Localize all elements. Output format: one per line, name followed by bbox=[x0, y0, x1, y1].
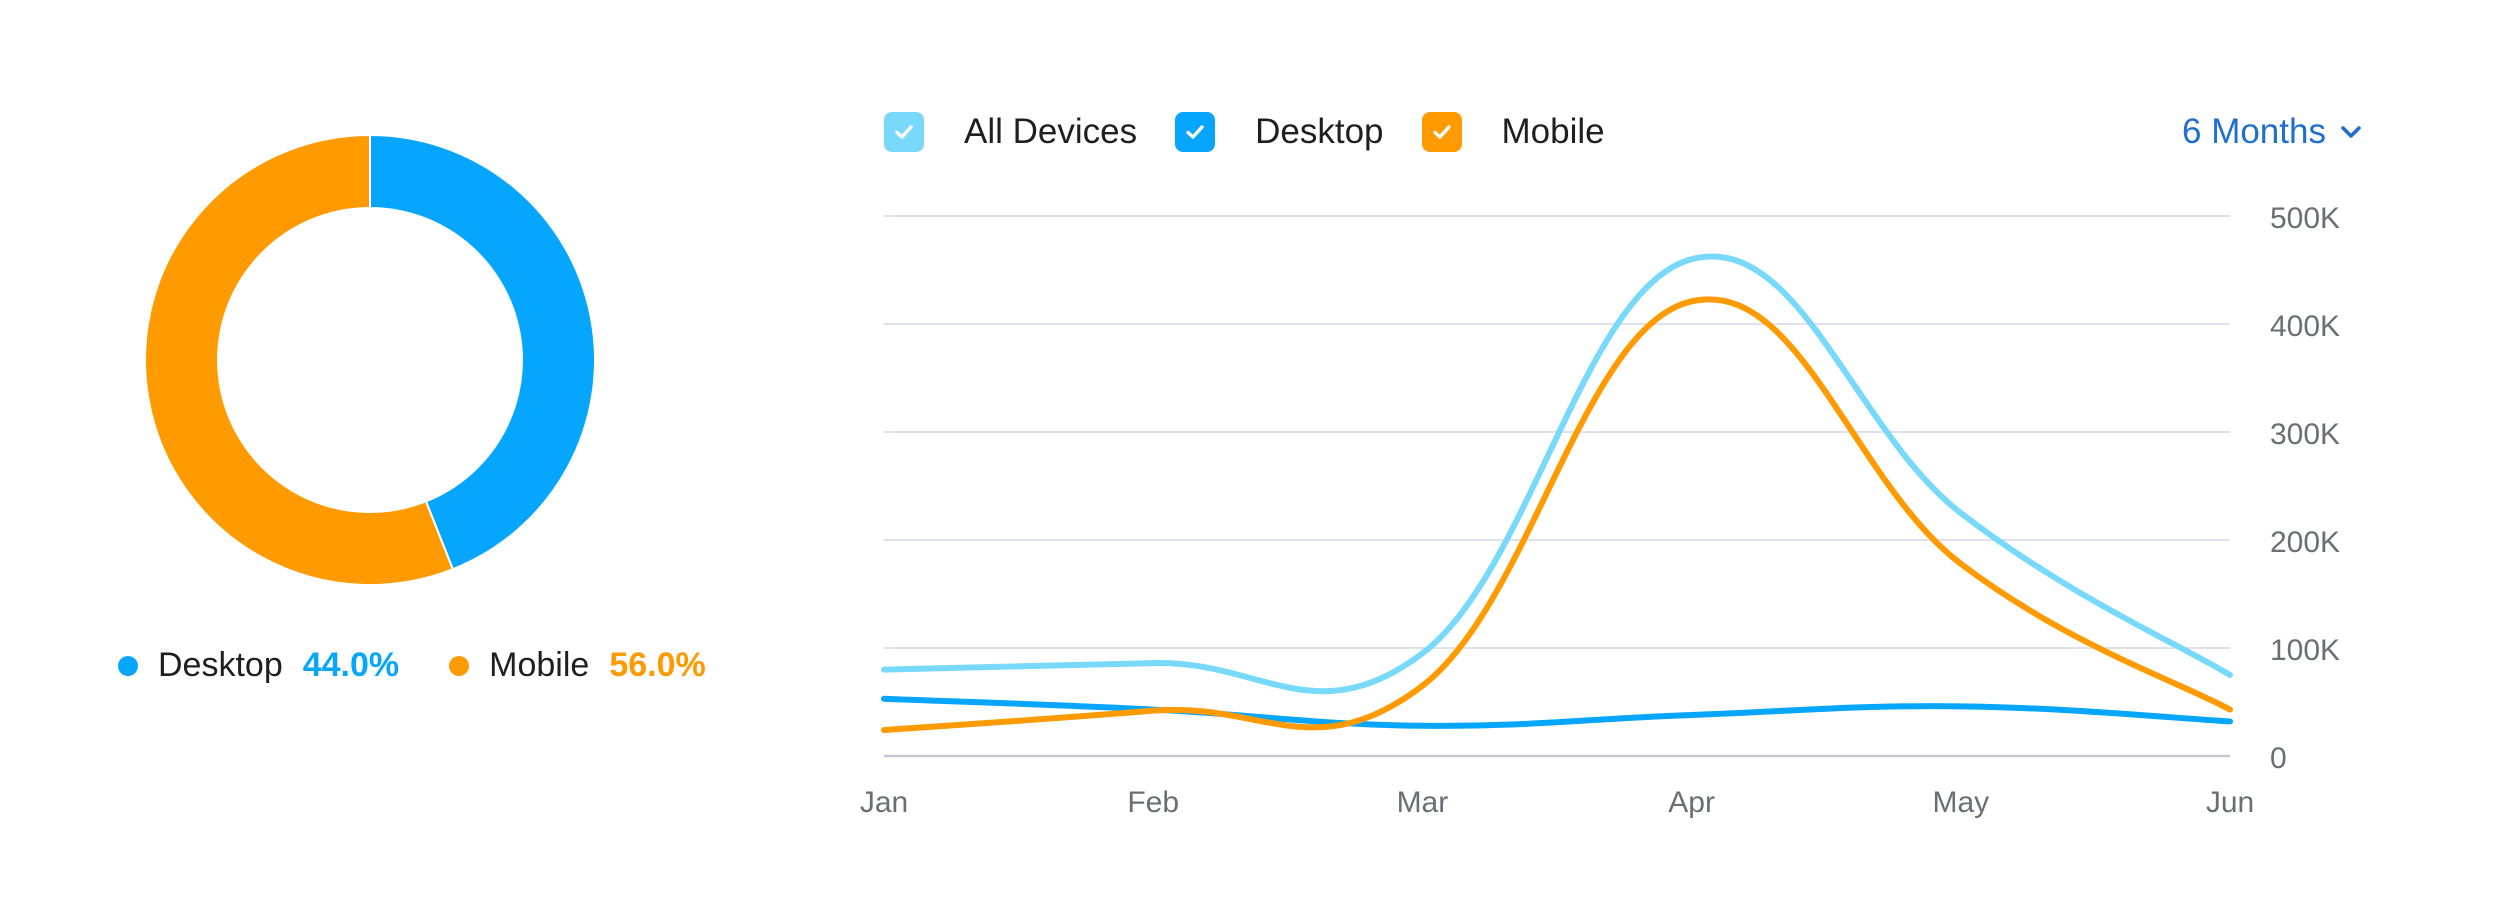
y-tick-label: 300K bbox=[2270, 418, 2340, 451]
chevron-down-icon bbox=[2341, 126, 2361, 138]
donut-legend-value: 44.0% bbox=[302, 646, 400, 684]
checkbox[interactable] bbox=[1421, 112, 1462, 152]
legend-toggle-mobile[interactable]: Mobile bbox=[1421, 112, 1605, 152]
y-tick-label: 0 bbox=[2270, 742, 2287, 775]
series-line-mobile[interactable] bbox=[881, 296, 2233, 734]
x-tick-label: Apr bbox=[1668, 786, 1715, 819]
donut-legend-item-desktop: Desktop 44.0% bbox=[118, 646, 399, 685]
x-tick-label: Jan bbox=[860, 786, 908, 819]
x-tick-label: Feb bbox=[1127, 786, 1179, 819]
series-line-desktop[interactable] bbox=[881, 695, 2233, 729]
donut-slice-mobile[interactable] bbox=[144, 133, 455, 586]
mobile-dot-icon bbox=[449, 655, 470, 676]
period-dropdown[interactable]: 6 Months bbox=[2182, 112, 2362, 152]
donut-legend-label: Mobile bbox=[489, 646, 590, 684]
check-icon bbox=[1186, 125, 1204, 139]
legend-label: Desktop bbox=[1255, 112, 1384, 151]
desktop-dot-icon bbox=[118, 655, 138, 676]
period-label: 6 Months bbox=[2182, 112, 2326, 151]
y-tick-label: 400K bbox=[2270, 310, 2340, 343]
y-tick-label: 200K bbox=[2270, 526, 2340, 559]
y-tick-label: 100K bbox=[2270, 634, 2340, 667]
series-line-all-devices[interactable] bbox=[881, 253, 2233, 695]
donut-legend-label: Desktop bbox=[158, 646, 283, 684]
checkbox[interactable] bbox=[1175, 112, 1216, 152]
donut-legend: Desktop 44.0% Mobile 56.0% bbox=[118, 646, 756, 685]
donut-legend-value: 56.0% bbox=[609, 646, 706, 684]
series-legend: All Devices Desktop Mobile bbox=[884, 112, 1643, 152]
x-tick-label: May bbox=[1932, 786, 1989, 819]
checkbox[interactable] bbox=[884, 112, 924, 152]
legend-toggle-desktop[interactable]: Desktop bbox=[1175, 112, 1384, 152]
y-tick-label: 500K bbox=[2270, 202, 2340, 235]
x-tick-label: Jun bbox=[2206, 786, 2254, 819]
x-tick-label: Mar bbox=[1397, 786, 1449, 819]
donut-slice-desktop[interactable] bbox=[369, 133, 596, 571]
check-icon bbox=[1432, 125, 1451, 139]
donut-legend-item-mobile: Mobile 56.0% bbox=[449, 646, 706, 685]
check-icon bbox=[895, 125, 913, 139]
legend-toggle-all-devices[interactable]: All Devices bbox=[884, 112, 1137, 152]
donut-chart bbox=[144, 133, 596, 586]
donut-chart-panel: Desktop 44.0% Mobile 56.0% bbox=[0, 0, 800, 920]
legend-label: All Devices bbox=[964, 112, 1138, 151]
legend-label: Mobile bbox=[1501, 112, 1605, 151]
